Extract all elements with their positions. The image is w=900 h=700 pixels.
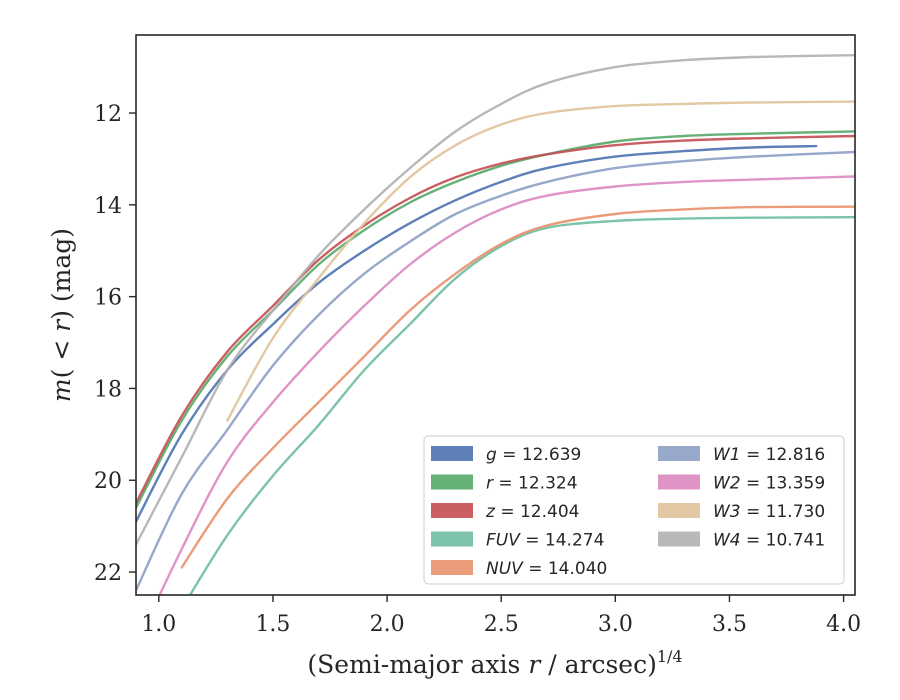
y-axis-label: m( < r) (mag) — [47, 228, 76, 402]
x-axis-label-exponent: 1/4 — [657, 647, 683, 666]
x-axis-label-main: (Semi-major axis — [307, 650, 528, 679]
legend-swatch-fuv — [431, 531, 473, 547]
legend-label-fuv: FUV = 14.274 — [486, 531, 604, 551]
y-axis-label-r: r — [47, 318, 76, 332]
y-tick-label: 12 — [94, 102, 122, 127]
legend-label-w1: W1 = 12.816 — [713, 445, 825, 465]
x-tick-label: 3.5 — [712, 612, 747, 637]
y-tick-label: 20 — [94, 469, 122, 494]
legend-label-z: z = 12.404 — [485, 502, 579, 522]
legend-swatch-g — [431, 446, 473, 461]
x-tick-label: 1.5 — [255, 612, 290, 637]
legend: g = 12.639 r = 12.324 z = 12.404 FUV = 14.2… — [423, 435, 845, 585]
x-axis-label-var: r — [528, 650, 542, 679]
legend-swatch-w2 — [658, 474, 700, 490]
legend-swatch-w4 — [658, 531, 700, 547]
y-axis-label-close: ) — [47, 310, 76, 320]
series-line-nuv — [180, 205, 855, 569]
legend-label-nuv: NUV = 14.040 — [486, 559, 607, 579]
series-line-w2 — [158, 175, 855, 595]
y-tick-label: 14 — [94, 194, 122, 219]
y-axis-ticks: 12 14 16 18 20 22 — [94, 102, 136, 586]
series-line-fuv — [188, 216, 855, 595]
legend-swatch-w1 — [658, 446, 700, 461]
y-axis-label-m: m — [47, 378, 76, 402]
x-axis-label-rest: / arcsec) — [540, 650, 657, 679]
series-line-w1 — [136, 150, 855, 592]
y-axis-label-open: ( — [47, 369, 76, 379]
x-tick-label: 2.0 — [370, 612, 405, 637]
legend-label-g: g = 12.639 — [486, 445, 581, 465]
x-tick-label: 4.0 — [826, 612, 861, 637]
x-tick-label: 1.0 — [141, 612, 176, 637]
series-line-w4 — [136, 54, 855, 546]
y-axis-label-unit: (mag) — [47, 228, 76, 310]
legend-swatch-z — [431, 503, 473, 518]
series-line-z — [136, 134, 855, 505]
series-line-r — [136, 130, 855, 509]
legend-swatch-w3 — [658, 503, 700, 518]
legend-swatch-nuv — [431, 560, 473, 575]
x-axis-label: (Semi-major axis r / arcsec)1/4 — [307, 647, 682, 679]
x-axis-ticks: 1.0 1.5 2.0 2.5 3.0 3.5 4.0 — [141, 595, 861, 637]
x-tick-label: 3.0 — [598, 612, 633, 637]
series-layer — [136, 54, 855, 595]
legend-frame — [423, 435, 845, 585]
y-tick-label: 22 — [94, 561, 122, 586]
x-tick-label: 2.5 — [484, 612, 519, 637]
plot-frame — [135, 34, 856, 596]
legend-label-r: r = 12.324 — [486, 474, 578, 494]
legend-label-w3: W3 = 11.730 — [713, 502, 825, 522]
y-tick-label: 16 — [94, 286, 122, 311]
legend-label-w4: W4 = 10.741 — [713, 531, 825, 551]
legend-label-w2: W2 = 13.359 — [713, 474, 825, 494]
legend-swatch-r — [431, 474, 473, 490]
y-tick-label: 18 — [94, 377, 122, 402]
series-line-w3 — [226, 100, 855, 422]
y-axis-label-lt: < — [47, 332, 76, 369]
